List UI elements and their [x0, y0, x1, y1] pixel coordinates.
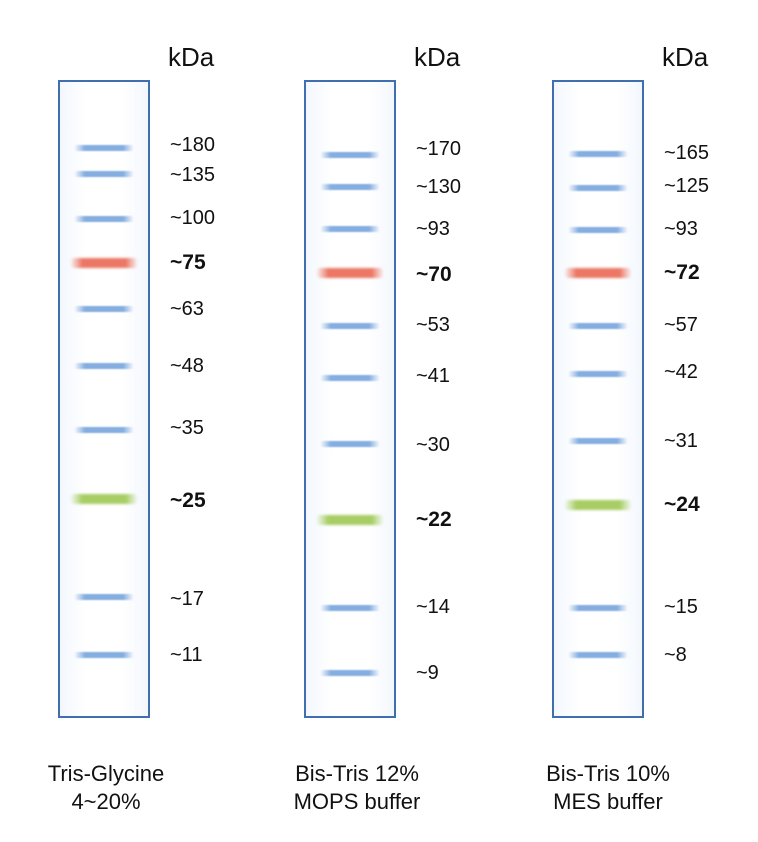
- caption-line: MES buffer: [553, 789, 663, 814]
- mw-label: ~180: [170, 134, 216, 156]
- marker-band-blue: [74, 594, 134, 600]
- marker-band-blue: [568, 371, 628, 377]
- caption-line: MOPS buffer: [293, 789, 421, 814]
- mw-label: ~35: [170, 417, 204, 439]
- marker-band-green: [564, 500, 632, 510]
- mw-label: ~30: [416, 434, 450, 456]
- marker-band-blue: [74, 216, 134, 222]
- caption-line: Bis-Tris 12%: [295, 761, 419, 786]
- caption-line: Tris-Glycine: [47, 761, 165, 786]
- marker-band-red: [316, 268, 384, 278]
- marker-band-blue: [568, 185, 628, 191]
- marker-band-blue: [320, 375, 380, 381]
- marker-band-green: [70, 494, 138, 504]
- mw-label: ~70: [416, 263, 452, 286]
- marker-band-blue: [74, 363, 134, 369]
- mw-label: ~17: [170, 588, 204, 610]
- mw-label: ~63: [170, 298, 204, 320]
- lane-caption-3: Bis-Tris 10% MES buffer: [498, 760, 718, 816]
- marker-band-red: [564, 268, 632, 278]
- mw-label: ~9: [416, 662, 439, 684]
- mw-label: ~48: [170, 355, 204, 377]
- mw-label: ~25: [170, 489, 206, 512]
- unit-label: kDa: [662, 42, 709, 72]
- lane-caption-1: Tris-Glycine 4~20%: [0, 760, 216, 816]
- marker-band-blue: [568, 605, 628, 611]
- caption-line: Bis-Tris 10%: [546, 761, 670, 786]
- marker-band-blue: [568, 227, 628, 233]
- mw-label: ~135: [170, 164, 216, 186]
- lane-caption-2: Bis-Tris 12% MOPS buffer: [247, 760, 467, 816]
- marker-band-blue: [568, 438, 628, 444]
- marker-band-blue: [74, 427, 134, 433]
- marker-band-blue: [74, 652, 134, 658]
- mw-label: ~57: [664, 314, 698, 336]
- mw-label: ~72: [664, 261, 700, 284]
- mw-label: ~93: [664, 218, 698, 240]
- mw-label: ~22: [416, 508, 452, 531]
- marker-band-blue: [74, 145, 134, 151]
- mw-label: ~125: [664, 175, 710, 197]
- marker-band-blue: [320, 323, 380, 329]
- marker-band-blue: [568, 323, 628, 329]
- mw-label: ~15: [664, 596, 698, 618]
- marker-band-blue: [320, 441, 380, 447]
- marker-band-blue: [568, 652, 628, 658]
- marker-band-green: [316, 515, 384, 525]
- lane-group-1: kDa ~180 ~135 ~100 ~75 ~63 ~48 ~35 ~25 ~17 ~11: [0, 0, 220, 842]
- mw-label: ~14: [416, 596, 450, 618]
- gel-lane-2: [304, 80, 396, 718]
- marker-band-red: [70, 258, 138, 268]
- marker-band-blue: [74, 171, 134, 177]
- mw-label: ~165: [664, 142, 710, 164]
- marker-band-blue: [320, 226, 380, 232]
- mw-label: ~75: [170, 251, 206, 274]
- mw-label: ~31: [664, 430, 698, 452]
- mw-label: ~93: [416, 218, 450, 240]
- mw-label: ~170: [416, 138, 462, 160]
- gel-lane-3: [552, 80, 644, 718]
- marker-band-blue: [320, 184, 380, 190]
- marker-band-blue: [74, 306, 134, 312]
- mw-label: ~130: [416, 176, 462, 198]
- caption-line: 4~20%: [71, 789, 141, 814]
- mw-label: ~24: [664, 493, 700, 516]
- mw-label: ~11: [170, 644, 203, 666]
- marker-band-blue: [320, 670, 380, 676]
- mw-label: ~41: [416, 365, 450, 387]
- marker-band-blue: [320, 152, 380, 158]
- mw-label: ~53: [416, 314, 450, 336]
- unit-label: kDa: [168, 42, 215, 72]
- mw-label: ~8: [664, 644, 687, 666]
- gel-lane-1: [58, 80, 150, 718]
- unit-label: kDa: [414, 42, 461, 72]
- marker-band-blue: [568, 151, 628, 157]
- marker-band-blue: [320, 605, 380, 611]
- mw-label: ~100: [170, 207, 216, 229]
- mw-label: ~42: [664, 361, 698, 383]
- lane-group-3: kDa ~165 ~125 ~93 ~72 ~57 ~42 ~31 ~24 ~15 ~8: [494, 0, 714, 842]
- lane-group-2: kDa ~170 ~130 ~93 ~70 ~53 ~41 ~30 ~22 ~14 ~9: [246, 0, 466, 842]
